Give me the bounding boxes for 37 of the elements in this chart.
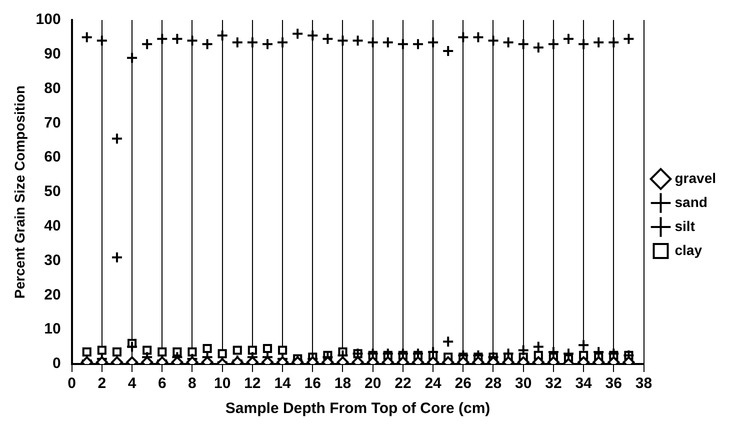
- x-tick-label: 2: [98, 375, 106, 392]
- y-tick-label: 20: [44, 286, 61, 304]
- legend-label: silt: [674, 218, 696, 234]
- x-tick-label: 30: [515, 375, 532, 392]
- x-tick-label: 6: [158, 375, 166, 392]
- x-tick-label: 20: [364, 375, 382, 392]
- x-tick-label: 24: [424, 375, 442, 392]
- y-axis-title: Percent Grain Size Composition: [11, 85, 28, 299]
- y-tick-label: 40: [44, 218, 61, 235]
- x-tick-label: 26: [454, 375, 472, 392]
- y-tick-label: 30: [44, 252, 61, 269]
- y-tick-label: 0: [52, 355, 61, 372]
- x-tick-label: 10: [214, 375, 231, 392]
- y-tick-label: 50: [44, 183, 61, 200]
- y-tick-label: 100: [36, 11, 61, 28]
- x-tick-label: 32: [545, 375, 562, 392]
- x-axis-title: Sample Depth From Top of Core (cm): [225, 400, 490, 418]
- x-tick-label: 28: [484, 375, 502, 392]
- y-tick-label: 60: [44, 148, 61, 166]
- y-tick-label: 10: [44, 320, 61, 338]
- x-tick-label: 8: [188, 375, 196, 392]
- x-tick-label: 38: [635, 375, 652, 392]
- y-tick-label: 70: [44, 114, 61, 132]
- legend-label: clay: [674, 242, 702, 258]
- x-tick-label: 14: [274, 375, 292, 392]
- y-tick-label: 80: [44, 80, 61, 97]
- x-tick-label: 22: [394, 375, 412, 392]
- x-tick-label: 0: [68, 375, 76, 392]
- x-tick-label: 4: [128, 375, 137, 392]
- x-tick-label: 36: [605, 375, 622, 392]
- legend-label: gravel: [674, 170, 716, 186]
- y-tick-label: 90: [44, 46, 61, 63]
- x-tick-label: 12: [244, 375, 261, 392]
- x-tick-label: 18: [334, 375, 352, 392]
- x-tick-label: 16: [304, 375, 321, 392]
- legend-label: sand: [674, 194, 708, 210]
- x-tick-label: 34: [575, 375, 593, 392]
